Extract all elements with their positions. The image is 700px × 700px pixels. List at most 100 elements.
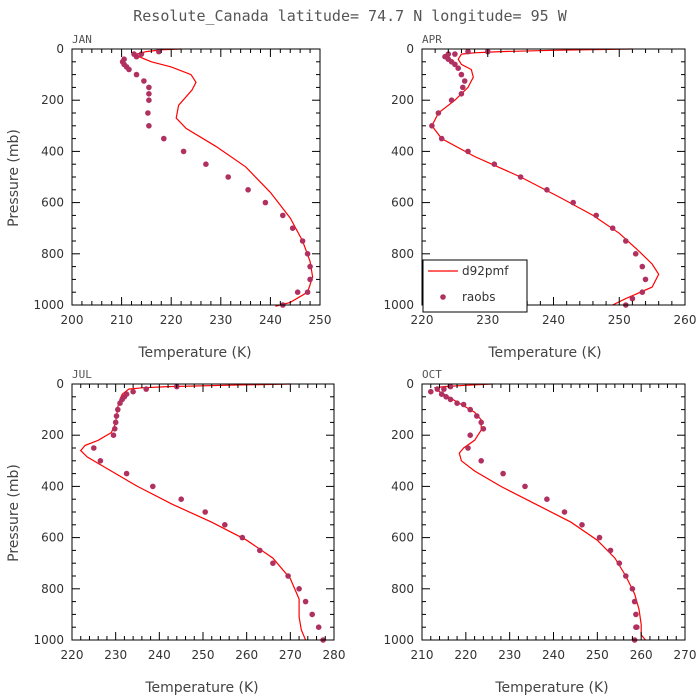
data-point-jul: [91, 445, 97, 451]
data-point-jan: [307, 276, 313, 283]
data-point-jul: [143, 386, 149, 392]
y-tick-label-oct: 800: [391, 582, 414, 596]
data-point-jul: [117, 400, 123, 407]
data-point-jul: [239, 534, 246, 541]
y-tick-label-jan: 1000: [33, 298, 64, 312]
x-axis-label-oct: Temperature (K): [494, 680, 608, 696]
data-point-oct: [629, 586, 636, 592]
legend: d92pmf raobs: [422, 259, 528, 313]
data-point-jul: [302, 598, 309, 605]
y-tick-label-apr: 600: [391, 196, 414, 210]
data-point-oct: [480, 426, 487, 432]
x-tick-label-jul: 240: [148, 648, 171, 662]
data-point-jan: [225, 174, 231, 180]
data-point-jan: [307, 263, 313, 270]
data-point-jan: [145, 110, 151, 116]
data-point-jul: [202, 509, 208, 515]
data-point-oct: [631, 598, 638, 605]
y-tick-label-jul: 800: [41, 582, 64, 596]
data-point-apr: [632, 251, 639, 257]
y-tick-label-apr: 800: [391, 247, 414, 261]
y-axis-label-jan: Pressure (mb): [6, 129, 22, 227]
data-point-oct: [441, 386, 447, 392]
data-point-apr: [448, 97, 455, 103]
data-point-jan: [126, 66, 132, 73]
y-tick-label-oct: 1000: [383, 633, 414, 647]
x-tick-label-jul: 260: [235, 648, 258, 662]
y-tick-label-jan: 200: [41, 93, 64, 107]
data-point-oct: [579, 522, 585, 528]
y-tick-label-jul: 0: [56, 377, 64, 391]
data-point-oct: [434, 386, 441, 392]
data-point-oct: [544, 496, 550, 503]
data-point-jul: [130, 388, 136, 395]
data-point-jul: [222, 522, 228, 528]
panel-label-jan: JAN: [72, 33, 92, 46]
data-point-apr: [629, 295, 636, 302]
data-point-apr: [429, 123, 435, 129]
x-tick-label-oct: 230: [498, 648, 521, 662]
data-point-jan: [180, 148, 187, 155]
plot-layer-jul: 220 230 240 250 260 270 280 0 200 400 600 800 1000: [33, 377, 345, 662]
data-point-jul: [150, 483, 156, 490]
plot-layer-jan: 200 210 220 230 240 250 0 200 400 600 800 1000: [33, 42, 331, 327]
x-tick-label-oct: 220: [454, 648, 477, 662]
y-tick-label-oct: 0: [406, 377, 414, 391]
data-point-apr: [639, 289, 646, 296]
data-point-apr: [623, 238, 629, 244]
legend-label-obs: raobs: [462, 290, 496, 304]
y-tick-label-jul: 200: [41, 428, 64, 442]
data-point-oct: [443, 394, 449, 400]
y-tick-label-apr: 400: [391, 144, 414, 158]
panel-label-apr: APR: [422, 33, 442, 46]
data-point-oct: [478, 419, 485, 426]
data-point-jul: [110, 432, 117, 439]
data-point-apr: [570, 199, 576, 206]
data-point-jan: [138, 51, 145, 57]
y-axis-label-jul: Pressure (mb): [6, 464, 22, 562]
x-tick-label-jan: 200: [61, 313, 84, 327]
x-tick-label-jan: 250: [309, 313, 332, 327]
data-point-jul: [115, 406, 121, 413]
data-point-oct: [465, 445, 471, 451]
x-tick-label-jul: 280: [323, 648, 346, 662]
y-tick-label-oct: 200: [391, 428, 414, 442]
data-point-jul: [113, 413, 120, 419]
data-point-jan: [146, 91, 152, 97]
data-point-apr: [639, 263, 646, 270]
x-axis-label-jul: Temperature (K): [144, 680, 258, 696]
data-point-apr: [455, 65, 462, 71]
legend-box: [422, 259, 528, 313]
data-point-oct: [428, 388, 434, 395]
data-point-apr: [642, 276, 649, 283]
data-point-oct: [447, 383, 454, 390]
data-point-oct: [478, 458, 485, 464]
x-tick-label-jan: 220: [160, 313, 183, 327]
data-point-jan: [146, 84, 152, 91]
y-tick-label-jan: 600: [41, 196, 64, 210]
data-point-jan: [146, 97, 152, 103]
x-tick-label-jan: 210: [110, 313, 133, 327]
x-tick-label-jul: 250: [192, 648, 215, 662]
data-point-oct: [596, 534, 603, 541]
data-point-jul: [270, 560, 276, 566]
y-tick-label-apr: 200: [391, 93, 414, 107]
x-axis-label-jan: Temperature (K): [137, 345, 251, 361]
data-point-oct: [467, 406, 474, 413]
data-point-oct: [447, 396, 454, 403]
x-tick-label-apr: 230: [476, 313, 499, 327]
x-tick-label-oct: 260: [630, 648, 653, 662]
data-point-apr: [593, 212, 599, 219]
data-point-jan: [299, 238, 306, 244]
x-tick-label-jul: 220: [61, 648, 84, 662]
y-tick-label-apr: 1000: [383, 298, 414, 312]
x-tick-label-jan: 230: [209, 313, 232, 327]
plot-frame-oct: [421, 383, 686, 641]
panel-label-oct: OCT: [422, 368, 442, 381]
data-point-jul: [315, 624, 322, 630]
plot-layer-oct: 210 220 230 240 250 260 270 0 200 400 600 800 1000: [383, 377, 696, 662]
data-point-jan: [245, 187, 251, 193]
x-tick-label-oct: 250: [586, 648, 609, 662]
data-point-jan: [146, 123, 152, 129]
data-point-apr: [460, 84, 466, 91]
